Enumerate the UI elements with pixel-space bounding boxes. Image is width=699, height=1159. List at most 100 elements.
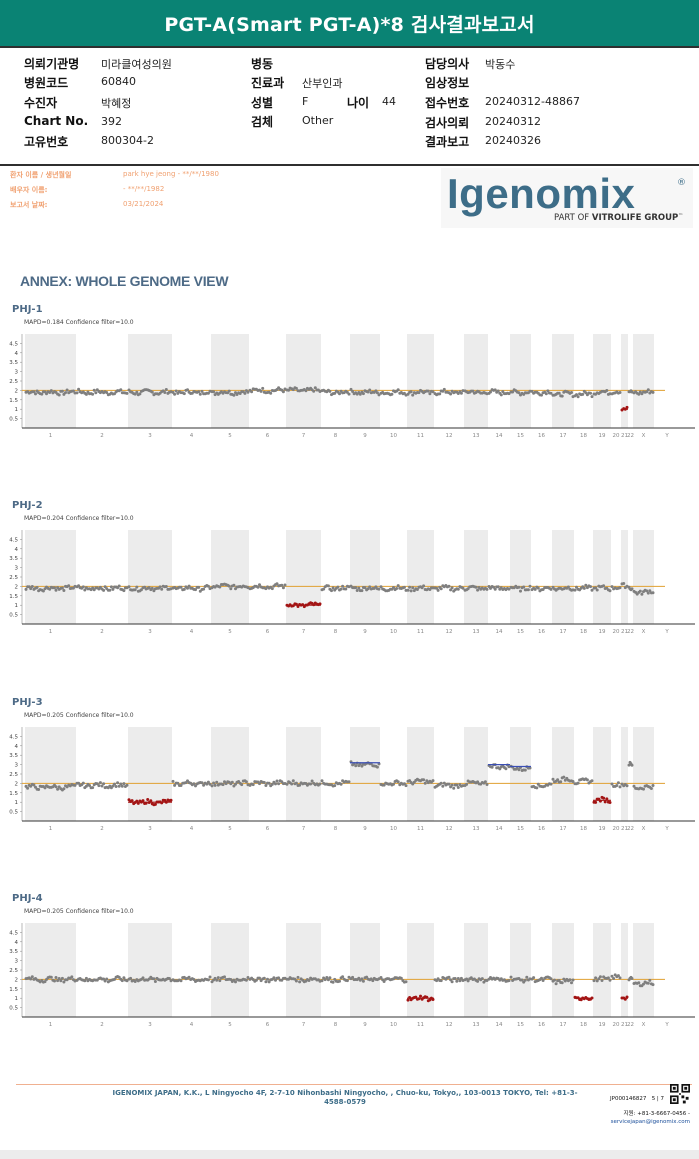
data-point: [568, 978, 572, 982]
data-point: [375, 391, 379, 395]
data-point: [119, 388, 123, 392]
data-point: [45, 392, 48, 396]
data-point: [206, 780, 210, 784]
x-tick-label: 5: [228, 629, 232, 635]
data-point: [266, 977, 269, 981]
data-point: [347, 780, 351, 784]
x-tick-label: 17: [560, 1022, 567, 1028]
data-point: [206, 978, 210, 982]
data-point: [325, 976, 329, 979]
x-tick-label: 20: [613, 1022, 620, 1028]
chromosome-band: [621, 923, 628, 1017]
data-point: [341, 584, 345, 588]
x-tick-label: 19: [599, 826, 606, 832]
data-point: [141, 976, 145, 980]
chromosome-band: [128, 530, 172, 624]
y-tick-label: 3: [15, 370, 19, 376]
data-point: [422, 584, 426, 588]
data-point: [328, 389, 332, 393]
data-point: [466, 979, 470, 983]
data-point: [371, 979, 375, 983]
chromosome-band: [286, 530, 321, 624]
y-tick-label: 2.5: [9, 575, 18, 581]
data-point: [294, 979, 298, 983]
data-point: [411, 586, 415, 590]
data-point: [294, 781, 298, 785]
data-point: [507, 587, 511, 591]
data-point: [526, 588, 530, 592]
data-point: [406, 588, 410, 592]
data-point: [409, 589, 413, 593]
data-point: [62, 787, 66, 791]
data-point: [290, 782, 294, 786]
chromosome-band: [286, 727, 321, 821]
data-point: [114, 785, 118, 788]
y-tick-label: 4.5: [9, 930, 18, 936]
info-value: 800304-2: [101, 134, 154, 147]
data-point: [283, 583, 287, 587]
data-point: [517, 391, 521, 395]
data-point: [354, 764, 358, 768]
x-tick-label: 21: [621, 433, 628, 439]
data-point: [141, 799, 145, 803]
x-tick-label: Y: [664, 629, 669, 635]
x-tick-label: 3: [148, 433, 152, 439]
x-tick-label: 8: [334, 629, 338, 635]
data-point: [206, 391, 210, 395]
data-point: [366, 390, 370, 394]
x-tick-label: 5: [228, 826, 232, 832]
data-point: [262, 781, 266, 784]
data-point: [610, 585, 614, 589]
chromosome-band: [128, 334, 172, 428]
data-point: [406, 998, 410, 1002]
data-point: [304, 389, 308, 393]
data-point: [595, 979, 599, 983]
data-point: [651, 591, 655, 595]
data-point: [182, 392, 186, 396]
chromosome-band: [211, 530, 249, 624]
data-point: [158, 585, 162, 589]
data-point: [54, 785, 58, 789]
data-point: [396, 584, 400, 588]
data-point: [285, 782, 289, 786]
info-value: 20240312: [485, 115, 541, 128]
info-label: Chart No.: [24, 114, 89, 128]
data-point: [32, 783, 36, 787]
data-point: [150, 390, 154, 394]
data-point: [113, 977, 116, 981]
data-point: [186, 586, 189, 590]
data-point: [206, 584, 210, 588]
x-tick-label: 18: [580, 433, 587, 439]
info-label: 결과보고: [425, 135, 470, 149]
x-tick-label: 16: [538, 826, 545, 832]
data-point: [382, 783, 386, 787]
panel-title: PHJ-4: [12, 893, 43, 904]
data-point: [447, 584, 451, 588]
y-tick-label: 4: [15, 744, 19, 750]
logo-subtitle-prefix: PART OF: [554, 213, 592, 223]
data-point: [493, 388, 497, 392]
data-point: [29, 587, 33, 591]
report-header: PGT-A(Smart PGT-A)*8 검사결과보고서: [0, 0, 699, 48]
data-point: [274, 978, 277, 982]
data-point: [331, 586, 335, 590]
data-point: [630, 587, 634, 591]
info-label: 성별: [251, 96, 274, 110]
data-point: [275, 582, 279, 586]
data-point: [280, 583, 284, 587]
data-point: [258, 583, 261, 587]
data-point: [618, 976, 622, 980]
data-point: [582, 586, 586, 590]
data-point: [272, 976, 276, 980]
chromosome-band: [128, 923, 172, 1017]
chromosome-band: [464, 727, 488, 821]
x-tick-label: 9: [363, 433, 367, 439]
data-point: [243, 391, 247, 395]
data-point: [270, 782, 274, 786]
data-point: [630, 763, 634, 767]
x-tick-label: 14: [496, 1022, 503, 1028]
panel-title: PHJ-2: [12, 500, 43, 511]
registered-mark-icon: ®: [677, 178, 686, 188]
x-tick-label: 7: [302, 1022, 306, 1028]
data-point: [146, 798, 150, 801]
